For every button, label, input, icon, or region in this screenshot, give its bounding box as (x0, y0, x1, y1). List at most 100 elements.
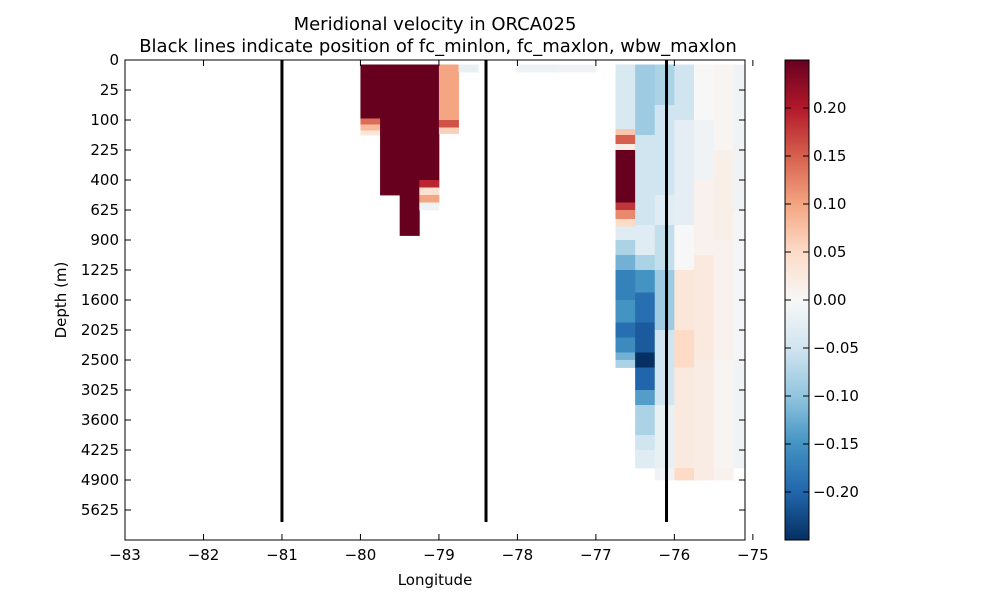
colorbar-tick-label: 0.15 (813, 147, 846, 165)
heatmap-cell (635, 435, 656, 451)
y-tick-label: 3600 (81, 411, 119, 429)
y-tick-label: 225 (90, 141, 119, 159)
heatmap-cell (360, 130, 381, 136)
heatmap-cell (693, 64, 715, 121)
heatmap-cell (615, 240, 636, 256)
x-tick-label: −76 (659, 546, 691, 564)
heatmap-cell (635, 322, 656, 353)
heatmap-cell (733, 64, 746, 211)
heatmap-cell (438, 127, 459, 134)
heatmap-cell (654, 64, 675, 106)
heatmap-cell (674, 225, 695, 271)
heatmap-cell (615, 64, 636, 130)
heatmap-cell (635, 270, 656, 293)
heatmap-cell (438, 64, 459, 121)
y-tick-label: 400 (90, 171, 119, 189)
heatmap-cell (654, 225, 675, 271)
colorbar-tick-label: −0.10 (813, 387, 859, 405)
heatmap-cell (674, 330, 695, 368)
heatmap-cell (615, 255, 636, 271)
heatmap-cell (615, 300, 636, 323)
heatmap-cell (615, 202, 636, 211)
heatmap-cell (438, 120, 459, 128)
x-tick-label: −82 (188, 546, 220, 564)
y-tick-label: 0 (109, 51, 119, 69)
colorbar-tick-label: −0.20 (813, 483, 859, 501)
marker-lines (280, 60, 669, 522)
x-axis: −83 −82 −81 −80 −79 −78 −77 −76 −75 (109, 60, 769, 564)
heatmap-cell (713, 360, 734, 469)
heatmap-cell (615, 352, 636, 361)
colorbar-ticks: 0.20 0.15 0.10 0.05 0.00 −0.05 −0.10 −0.15 −0.20 (785, 99, 859, 501)
heatmap-cell (635, 390, 656, 406)
y-tick-label: 1225 (81, 261, 119, 279)
y-tick-label: 625 (90, 201, 119, 219)
heatmap-cell (693, 255, 715, 361)
colorbar-tick-label: 0.10 (813, 195, 846, 213)
y-tick-label: 3025 (81, 381, 119, 399)
heatmap-cell (615, 129, 636, 136)
heatmap-cell (360, 118, 381, 125)
heatmap-cell (458, 64, 479, 73)
x-tick-label: −75 (737, 546, 769, 564)
heatmap-cell (419, 202, 440, 211)
heatmap-cell (419, 187, 440, 196)
heatmap-cell (380, 64, 401, 196)
heatmap-cell (693, 120, 715, 181)
heatmap-cell (517, 64, 558, 73)
heatmap-cell (399, 64, 420, 236)
heatmap-cell (615, 150, 636, 203)
colorbar-tick-label: 0.05 (813, 243, 846, 261)
heatmap-cell (615, 360, 636, 368)
heatmap-cell (635, 292, 656, 323)
y-tick-label: 4225 (81, 441, 119, 459)
heatmap-cell (360, 64, 381, 119)
heatmap-cell (654, 405, 675, 469)
heatmap-cell (419, 64, 440, 181)
x-tick-label: −78 (502, 546, 534, 564)
y-tick-label: 1600 (81, 291, 119, 309)
y-tick-label: 4900 (81, 471, 119, 489)
heatmap-cell (674, 64, 695, 121)
heatmap-cell (635, 367, 656, 391)
y-tick-label: 2500 (81, 351, 119, 369)
heatmap-cell (635, 225, 656, 256)
chart-subtitle: Black lines indicate position of fc_minl… (139, 36, 737, 57)
x-tick-label: −81 (266, 546, 298, 564)
x-tick-label: −77 (580, 546, 612, 564)
heatmap-cell (733, 210, 746, 361)
heatmap-cell (654, 468, 675, 481)
heatmap-cell (713, 240, 734, 361)
heatmap-cell (654, 105, 675, 196)
heatmap-cell (615, 270, 636, 301)
colorbar-tick-label: −0.05 (813, 339, 859, 357)
colorbar-tick-label: 0.00 (813, 291, 846, 309)
heatmap-cell (635, 352, 656, 368)
heatmap-cell (635, 64, 656, 136)
y-tick-label: 100 (90, 111, 119, 129)
heatmap-cell (615, 135, 636, 145)
heatmap-cell (635, 255, 656, 271)
y-axis: 0 25 100 225 400 625 900 1225 1600 2025 2500 3025 36… (81, 51, 745, 519)
x-tick-label: −80 (345, 546, 377, 564)
heatmap-cell (693, 468, 715, 481)
y-axis-label: Depth (m) (52, 262, 70, 339)
heatmap-cell (733, 360, 746, 469)
heatmap-cell (635, 135, 656, 226)
heatmap-cell (615, 219, 636, 227)
x-tick-label: −79 (423, 546, 455, 564)
y-tick-label: 5625 (81, 501, 119, 519)
heatmap-cell (654, 195, 675, 226)
heatmap-cell (693, 180, 715, 256)
y-tick-label: 2025 (81, 321, 119, 339)
heatmap-cell (713, 468, 734, 481)
heatmap-cell (635, 450, 656, 469)
heatmap-cell (615, 210, 636, 220)
heatmap-cell (674, 270, 695, 331)
y-tick-label: 900 (90, 231, 119, 249)
y-tick-label: 25 (100, 81, 119, 99)
heatmap-cell (713, 64, 734, 151)
x-axis-label: Longitude (398, 571, 473, 589)
heatmap-cell (419, 195, 440, 203)
